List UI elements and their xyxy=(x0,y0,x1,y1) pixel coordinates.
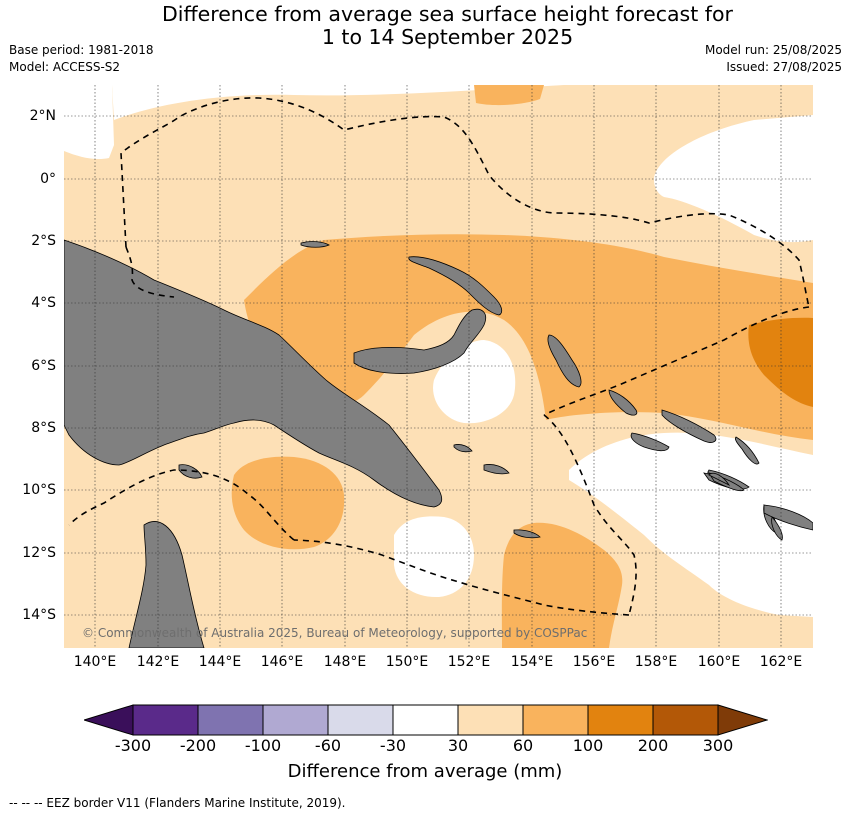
land-trobriand xyxy=(453,444,473,453)
land-woodlark xyxy=(513,529,541,539)
model-run: Model run: 25/08/2025 xyxy=(704,43,842,57)
land-malaita xyxy=(734,436,760,465)
lon-label-156e: 156°E xyxy=(572,654,616,670)
colorbar-tick-neg200: -200 xyxy=(179,736,217,755)
forecast-map: © Commonwealth of Australia 2025, Bureau… xyxy=(64,85,813,648)
lon-label-158e: 158°E xyxy=(634,654,678,670)
model-name: Model: ACCESS-S2 xyxy=(9,60,121,74)
neutral-region-south xyxy=(394,516,474,598)
land-torres-strait xyxy=(178,464,203,479)
lon-label-154e: 154°E xyxy=(510,654,554,670)
anomaly-band-100-200 xyxy=(748,317,813,407)
lat-label-6s: 6°S xyxy=(31,358,56,374)
neutral-region-northwest xyxy=(64,85,114,160)
colorbar-bin-3 xyxy=(262,704,329,736)
colorbar-tick-neg30: -30 xyxy=(379,736,407,755)
colorbar-bin-2 xyxy=(197,704,264,736)
land-efate xyxy=(771,516,783,541)
land-new-britain xyxy=(353,308,487,374)
title-line-1: Difference from average sea surface heig… xyxy=(162,2,733,26)
land-new-guinea xyxy=(64,239,443,508)
colorbar-tick-200: 200 xyxy=(637,736,669,755)
lat-label-14s: 14°S xyxy=(22,607,56,623)
land-new-ireland xyxy=(408,256,503,316)
meta-right: Model run: 25/08/2025 Issued: 27/08/2025 xyxy=(705,42,842,76)
neutral-region-northeast xyxy=(654,115,813,243)
lat-label-4s: 4°S xyxy=(31,295,56,311)
colorbar-tick-30: 30 xyxy=(447,736,469,755)
lon-label-140e: 140°E xyxy=(73,654,117,670)
colorbar-bin-5 xyxy=(392,704,459,736)
neutral-region-north xyxy=(112,85,564,120)
lat-label-2n: 2°N xyxy=(29,108,56,124)
lat-label-12s: 12°S xyxy=(22,545,56,561)
colorbar-bin-1 xyxy=(132,704,199,736)
lon-label-160e: 160°E xyxy=(697,654,741,670)
colorbar-extend-high xyxy=(717,704,768,736)
colorbar-bin-7 xyxy=(522,704,589,736)
lon-label-148e: 148°E xyxy=(323,654,367,670)
anomaly-band-60-100-central xyxy=(244,234,813,440)
colorbar-tick-neg300: -300 xyxy=(114,736,152,755)
lon-label-162e: 162°E xyxy=(759,654,803,670)
lon-label-142e: 142°E xyxy=(136,654,180,670)
colorbar-extend-low xyxy=(84,704,134,736)
land-new-caledonia xyxy=(708,472,731,486)
colorbar-tick-300: 300 xyxy=(702,736,734,755)
land-choiseul xyxy=(608,389,638,416)
lat-label-0: 0° xyxy=(40,171,56,187)
lon-label-152e: 152°E xyxy=(447,654,491,670)
land-bougainville xyxy=(547,334,582,388)
lon-label-146e: 146°E xyxy=(260,654,304,670)
land-santa-isabel xyxy=(661,409,717,443)
lat-label-8s: 8°S xyxy=(31,420,56,436)
meta-left: Base period: 1981-2018 Model: ACCESS-S2 xyxy=(9,42,154,76)
colorbar-label: Difference from average (mm) xyxy=(287,761,563,782)
lat-label-10s: 10°S xyxy=(22,482,56,498)
lon-label-150e: 150°E xyxy=(385,654,429,670)
colorbar-bin-4 xyxy=(327,704,394,736)
colorbar-tick-100: 100 xyxy=(572,736,604,755)
anomaly-band-60-100-southwest xyxy=(231,456,345,550)
colorbar xyxy=(84,704,768,736)
colorbar-tick-60: 60 xyxy=(512,736,534,755)
colorbar-bin-6 xyxy=(457,704,524,736)
anomaly-band-60-100-north xyxy=(474,85,544,106)
land-louisiade xyxy=(483,464,510,475)
page-title: Difference from average sea surface heig… xyxy=(0,3,850,49)
land-guadalcanal xyxy=(630,432,670,452)
colorbar-tick-neg100: -100 xyxy=(244,736,282,755)
issued-date: Issued: 27/08/2025 xyxy=(726,60,842,74)
colorbar-tick-neg60: -60 xyxy=(314,736,342,755)
eez-borders xyxy=(68,97,810,616)
base-period: Base period: 1981-2018 xyxy=(9,43,154,57)
land-cape-york xyxy=(128,521,205,648)
copyright-notice: © Commonwealth of Australia 2025, Bureau… xyxy=(82,626,587,640)
land-fiji xyxy=(763,504,813,531)
colorbar-bin-9 xyxy=(652,704,719,736)
title-line-2: 1 to 14 September 2025 xyxy=(321,25,574,49)
lon-label-144e: 144°E xyxy=(198,654,242,670)
eez-legend-note: -- -- -- EEZ border V11 (Flanders Marine… xyxy=(9,796,346,810)
lat-label-2s: 2°S xyxy=(31,233,56,249)
graticule xyxy=(64,85,813,648)
land-manus xyxy=(300,241,330,248)
colorbar-bin-8 xyxy=(587,704,654,736)
neutral-region-east xyxy=(569,432,813,617)
